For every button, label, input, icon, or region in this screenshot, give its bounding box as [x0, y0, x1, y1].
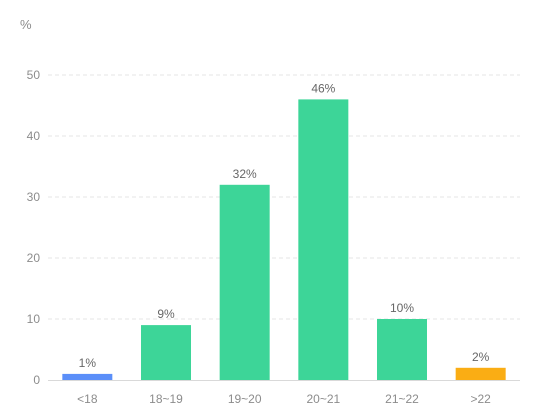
y-axis-ticks: 0 10 20 30 40 50	[27, 68, 41, 387]
x-tick-label-5: >22	[470, 392, 491, 406]
bar-4[interactable]	[377, 319, 427, 380]
data-label-3: 46%	[311, 81, 335, 95]
y-tick-label-10: 10	[27, 312, 41, 326]
x-axis-ticks: <18 18~19 19~20 20~21 21~22 >22	[77, 392, 491, 406]
y-tick-label-40: 40	[27, 129, 41, 143]
y-tick-label-50: 50	[27, 68, 41, 82]
y-axis-unit-label: %	[20, 17, 32, 32]
x-tick-label-4: 21~22	[385, 392, 419, 406]
bar-0[interactable]	[62, 373, 113, 380]
bar-3[interactable]	[298, 99, 349, 381]
data-label-0: 1%	[79, 356, 97, 370]
data-label-5: 2%	[472, 350, 490, 364]
data-label-2: 32%	[233, 167, 257, 181]
data-label-4: 10%	[390, 301, 414, 315]
y-tick-label-30: 30	[27, 190, 41, 204]
y-tick-label-0: 0	[33, 373, 40, 387]
bars	[62, 99, 506, 381]
bar-5[interactable]	[455, 367, 506, 380]
y-tick-label-20: 20	[27, 251, 41, 265]
x-tick-label-1: 18~19	[149, 392, 183, 406]
x-tick-label-2: 19~20	[228, 392, 262, 406]
grid-lines	[48, 74, 520, 320]
x-tick-label-3: 20~21	[306, 392, 340, 406]
bar-2[interactable]	[219, 184, 270, 380]
x-tick-label-0: <18	[77, 392, 98, 406]
data-labels: 1% 9% 32% 46% 10% 2%	[79, 81, 490, 370]
data-label-1: 9%	[157, 307, 175, 321]
bar-1[interactable]	[141, 325, 191, 380]
